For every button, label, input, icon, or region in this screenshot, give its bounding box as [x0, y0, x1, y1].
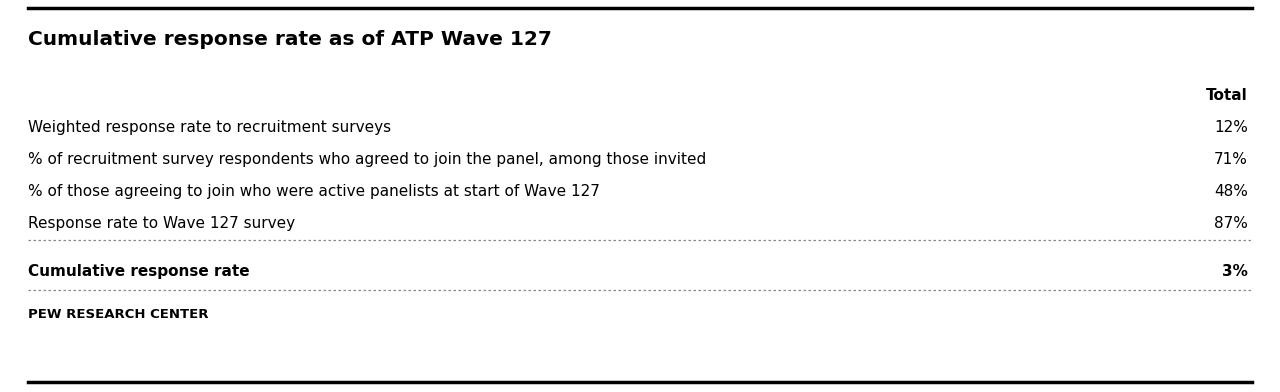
Text: Weighted response rate to recruitment surveys: Weighted response rate to recruitment su…	[28, 120, 392, 135]
Text: Total: Total	[1206, 88, 1248, 103]
Text: % of recruitment survey respondents who agreed to join the panel, among those in: % of recruitment survey respondents who …	[28, 152, 707, 167]
Text: Response rate to Wave 127 survey: Response rate to Wave 127 survey	[28, 216, 296, 231]
Text: 12%: 12%	[1215, 120, 1248, 135]
Text: Cumulative response rate as of ATP Wave 127: Cumulative response rate as of ATP Wave …	[28, 30, 552, 49]
Text: 3%: 3%	[1222, 264, 1248, 279]
Text: % of those agreeing to join who were active panelists at start of Wave 127: % of those agreeing to join who were act…	[28, 184, 600, 199]
Text: 71%: 71%	[1215, 152, 1248, 167]
Text: 48%: 48%	[1215, 184, 1248, 199]
Text: Cumulative response rate: Cumulative response rate	[28, 264, 250, 279]
Text: PEW RESEARCH CENTER: PEW RESEARCH CENTER	[28, 308, 209, 321]
Text: 87%: 87%	[1215, 216, 1248, 231]
